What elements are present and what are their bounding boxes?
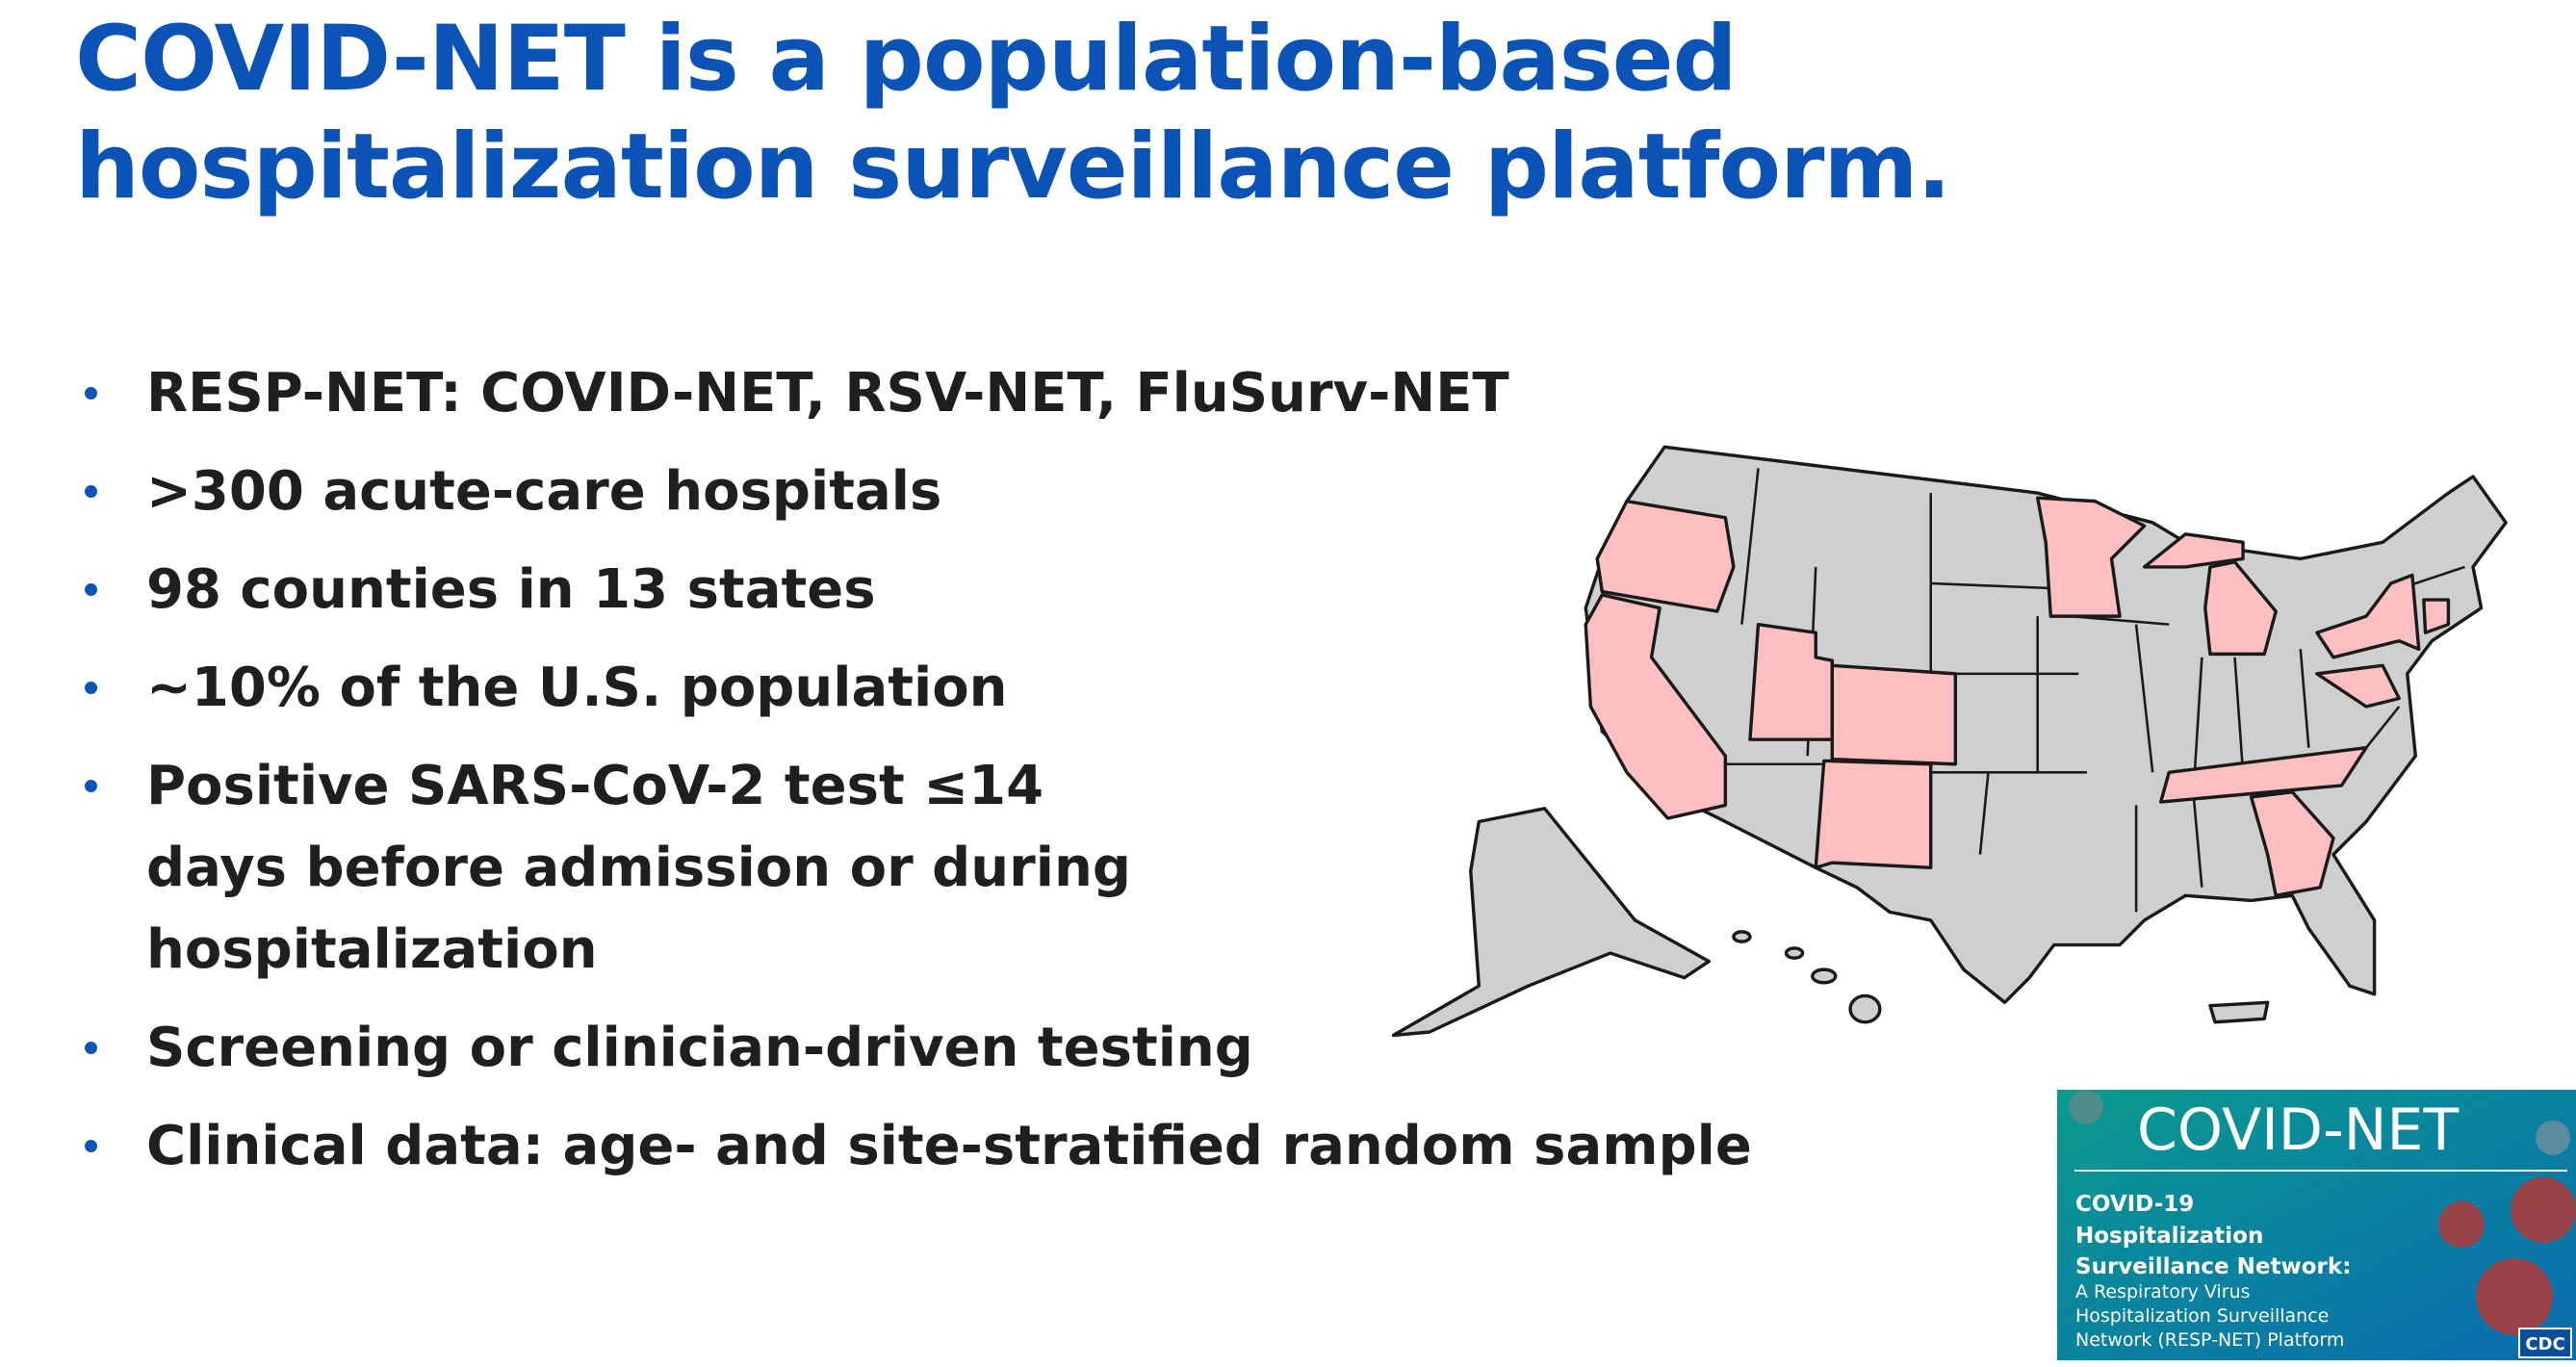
cdc-logo <box>2518 1328 2572 1358</box>
covid-net-badge: COVID-NET COVID-19 Hospitalization Surve… <box>2057 1090 2576 1360</box>
badge-subtext: Network (RESP-NET) Platform <box>2075 1329 2344 1351</box>
bullet: Positive SARS-CoV-2 test ≤14 days before… <box>77 745 1167 991</box>
cdc-logo-text: CDC <box>2525 1334 2564 1354</box>
slide-title: COVID-NET is a population-based hospital… <box>75 7 1951 219</box>
us-map <box>1391 445 2508 1038</box>
badge-heading: Hospitalization <box>2075 1224 2263 1249</box>
bullet-list: RESP-NET: COVID-NET, RSV-NET, FluSurv-NE… <box>77 352 1752 1203</box>
badge-subtext: Hospitalization Surveillance <box>2075 1305 2329 1327</box>
badge-heading: COVID-19 <box>2075 1192 2194 1217</box>
network-states <box>1584 496 2451 898</box>
bullet: Clinical data: age- and site-stratified … <box>77 1105 1752 1187</box>
virus-decoration <box>2069 1090 2576 1335</box>
bullet: RESP-NET: COVID-NET, RSV-NET, FluSurv-NE… <box>77 352 1752 434</box>
puerto-rico <box>2208 1000 2270 1024</box>
bullet: ~10% of the U.S. population <box>77 647 1752 729</box>
alaska <box>1391 807 1711 1038</box>
hawaii <box>1732 930 1882 1024</box>
badge-title: COVID-NET <box>2137 1096 2459 1164</box>
badge-subtext: A Respiratory Virus <box>2075 1281 2251 1303</box>
bullet: >300 acute-care hospitals <box>77 451 1752 532</box>
state-borders <box>1725 468 2465 913</box>
badge-heading: Surveillance Network: <box>2075 1254 2351 1279</box>
bullet: 98 counties in 13 states <box>77 549 1752 631</box>
bullet: Screening or clinician-driven testing <box>77 1007 1752 1089</box>
